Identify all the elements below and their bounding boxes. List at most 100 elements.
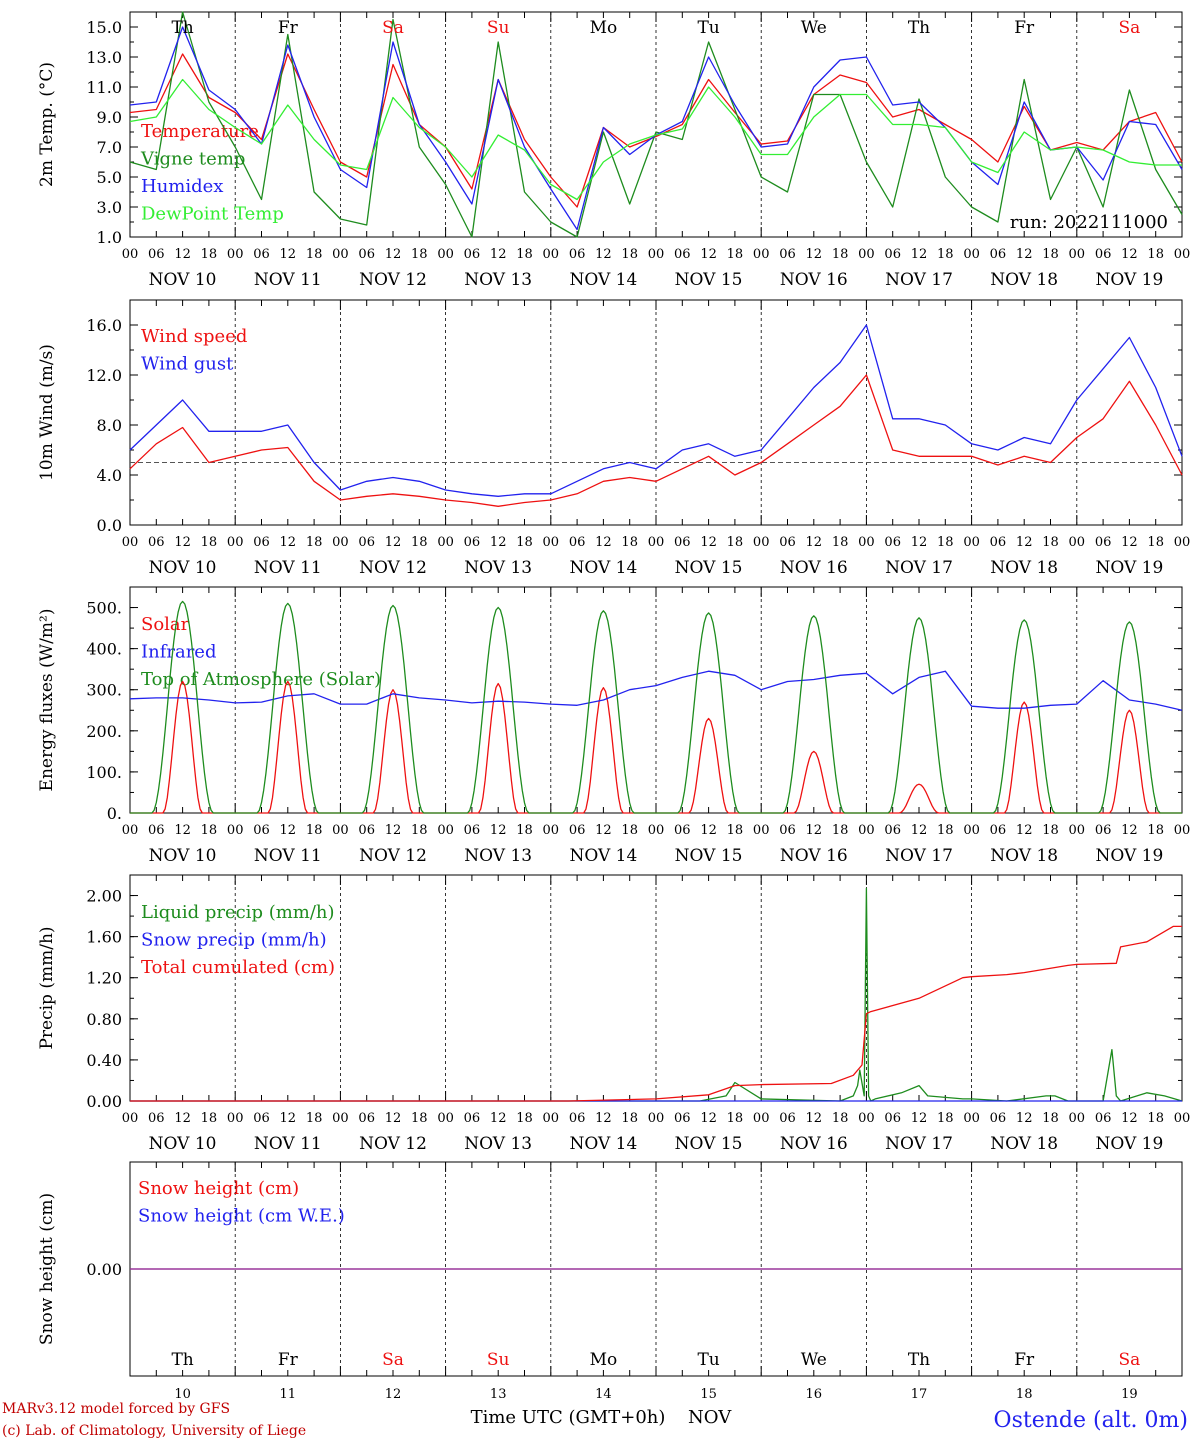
x-tick-label: 18: [621, 247, 638, 262]
x-tick-label: 12: [1016, 1111, 1033, 1126]
x-tick-label: 00: [858, 1111, 875, 1126]
x-tick-label: 00: [332, 823, 349, 838]
x-tick-label: 18: [201, 247, 218, 262]
x-tick-label: 00: [437, 535, 454, 550]
x-tick-label: 12: [1121, 823, 1138, 838]
day-label: Th: [908, 1350, 930, 1370]
day-number: 13: [490, 1387, 507, 1402]
y-tick-label: 500.: [86, 599, 122, 618]
x-tick-label: 12: [1016, 535, 1033, 550]
x-tick-label: 00: [1069, 823, 1086, 838]
x-tick-label: 06: [358, 1111, 375, 1126]
x-tick-label: 12: [700, 823, 717, 838]
x-tick-label: 18: [411, 247, 428, 262]
x-tick-label: 06: [779, 1111, 796, 1126]
day-label: Th: [171, 1350, 193, 1370]
y-tick-label: 1.60: [86, 928, 122, 947]
date-label: NOV 18: [990, 1134, 1058, 1154]
legend: Wind speed Wind gust: [141, 326, 247, 375]
x-tick-label: 00: [1069, 1111, 1086, 1126]
run-label: run: 2022111000: [1010, 212, 1168, 233]
x-tick-label: 00: [1174, 247, 1191, 262]
date-label: NOV 12: [359, 1134, 427, 1154]
legend-entry: DewPoint Temp: [141, 204, 284, 225]
x-tick-label: 00: [122, 1111, 139, 1126]
x-tick-label: 00: [332, 1111, 349, 1126]
x-tick-label: 18: [1042, 535, 1059, 550]
series-line-vigne-temp: [129, 11, 1183, 238]
x-tick-label: 18: [937, 823, 954, 838]
x-tick-label: 00: [437, 247, 454, 262]
legend-entry: Snow precip (mm/h): [141, 930, 327, 951]
x-tick-label: 18: [1147, 1111, 1164, 1126]
x-tick-label: 00: [963, 1111, 980, 1126]
day-label: Tu: [697, 1350, 719, 1370]
x-tick-label: 06: [884, 1111, 901, 1126]
x-tick-label: 06: [990, 823, 1007, 838]
y-tick-label: 4.0: [97, 466, 122, 485]
x-tick-label: 00: [122, 823, 139, 838]
date-label: NOV 14: [569, 1134, 637, 1154]
day-number: 10: [174, 1387, 191, 1402]
day-label: Sa: [1119, 18, 1141, 38]
x-tick-label: 12: [700, 535, 717, 550]
x-tick-label: 12: [911, 1111, 928, 1126]
day-number: 14: [595, 1387, 612, 1402]
legend-entry: Vigne temp: [140, 149, 245, 170]
x-tick-label: 18: [621, 535, 638, 550]
x-tick-label: 12: [174, 535, 191, 550]
y-tick-label: 0.80: [86, 1010, 122, 1029]
date-label: NOV 12: [359, 270, 427, 290]
x-tick-label: 00: [858, 247, 875, 262]
y-tick-label: 1.0: [97, 228, 122, 247]
x-tick-label: 18: [306, 1111, 323, 1126]
day-label: Th: [171, 18, 193, 38]
date-label: NOV 11: [254, 1134, 322, 1154]
x-tick-label: 06: [253, 823, 270, 838]
x-tick-label: 12: [280, 247, 297, 262]
x-tick-label: 12: [700, 1111, 717, 1126]
y-tick-label: 7.0: [97, 138, 122, 157]
panel-4: 0.00 0.40 0.80 1.20 1.60 2.00 Precip (mm/h) Liq…: [37, 874, 1190, 1154]
date-label: NOV 11: [254, 846, 322, 866]
date-label: NOV 19: [1095, 270, 1163, 290]
x-tick-label: 00: [543, 535, 560, 550]
y-tick-label: 3.0: [97, 198, 122, 217]
x-tick-label: 06: [148, 823, 165, 838]
x-tick-label: 00: [543, 823, 560, 838]
station-name: Ostende (alt. 0m): [994, 1408, 1188, 1433]
x-axis-title: Time UTC (GMT+0h): [471, 1407, 666, 1428]
x-tick-label: 06: [1095, 1111, 1112, 1126]
y-tick-label: 0.00: [86, 1260, 122, 1279]
date-label: NOV 10: [149, 558, 217, 578]
x-tick-label: 06: [253, 535, 270, 550]
x-tick-label: 00: [753, 535, 770, 550]
date-label: NOV 14: [569, 846, 637, 866]
x-tick-label: 00: [858, 535, 875, 550]
x-tick-label: 18: [1147, 247, 1164, 262]
x-tick-label: 06: [884, 823, 901, 838]
x-tick-label: 12: [385, 247, 402, 262]
x-tick-label: 18: [832, 535, 849, 550]
x-tick-label: 18: [1147, 535, 1164, 550]
legend-entry: Wind gust: [141, 354, 234, 375]
date-label: NOV 15: [675, 846, 743, 866]
day-number: 19: [1121, 1387, 1138, 1402]
date-label: NOV 13: [464, 558, 532, 578]
x-tick-label: 18: [727, 247, 744, 262]
series-line-wind-gust: [129, 324, 1183, 497]
x-tick-label: 12: [806, 823, 823, 838]
day-label: Th: [908, 18, 930, 38]
day-label: We: [801, 1350, 827, 1370]
day-label: We: [801, 18, 827, 38]
x-tick-label: 12: [1121, 1111, 1138, 1126]
x-tick-label: 06: [569, 823, 586, 838]
series-line-top-of-atmosphere-solar-: [130, 600, 1182, 814]
x-tick-label: 06: [1095, 535, 1112, 550]
x-tick-label: 00: [122, 247, 139, 262]
x-tick-label: 12: [595, 1111, 612, 1126]
date-label: NOV 16: [780, 270, 848, 290]
x-tick-label: 18: [1042, 823, 1059, 838]
y-tick-label: 400.: [86, 640, 122, 659]
x-tick-label: 06: [884, 535, 901, 550]
